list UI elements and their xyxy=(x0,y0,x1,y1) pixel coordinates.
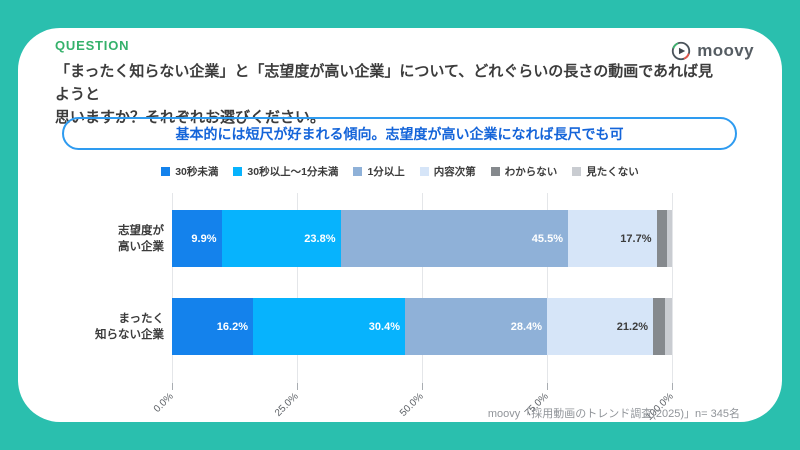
bar-segment: 45.5% xyxy=(340,210,568,267)
question-line-1: 「まったく知らない企業」と「志望度が高い企業」について、どれぐらいの長さの動画で… xyxy=(55,63,714,103)
legend-label: わからない xyxy=(504,166,558,178)
legend-item: 内容次第 xyxy=(419,164,476,179)
category-label: 志望度が 高い企業 xyxy=(18,210,164,267)
legend-swatch-icon xyxy=(233,167,243,176)
gridline xyxy=(672,193,673,383)
legend-label: 内容次第 xyxy=(433,166,476,178)
stacked-bar-chart: 9.9% 23.8% 45.5% 17.7% 16.2% 30.4% 28.4% 21.2% … xyxy=(18,185,782,423)
legend-item: 30秒以上～1分未満 xyxy=(233,164,338,179)
insight-callout: 基本的には短尺が好まれる傾向。志望度が高い企業になれば長尺でも可 xyxy=(62,117,737,150)
segment-value-label: 16.2% xyxy=(216,320,248,333)
chart-legend: 30秒未満 30秒以上～1分未満 1分以上 内容次第 わからない 見たくない xyxy=(18,164,782,179)
bar-segment: 9.9% xyxy=(172,210,222,267)
segment-value-label: 9.9% xyxy=(191,232,217,245)
legend-swatch-icon xyxy=(490,167,500,176)
x-tick-label: 50.0% xyxy=(397,391,426,419)
legend-item: 30秒未満 xyxy=(161,164,218,179)
gridline xyxy=(547,193,548,383)
legend-swatch-icon xyxy=(419,167,429,176)
source-note: moovy「採用動画のトレンド調査(2025)」n= 345名 xyxy=(487,408,740,420)
logo-wordmark: moovy xyxy=(697,41,754,60)
slide-card: moovy QUESTION 「まったく知らない企業」と「志望度が高い企業」につ… xyxy=(18,28,782,423)
x-tick-label: 0.0% xyxy=(151,391,176,415)
bar-segment: 16.2% xyxy=(172,298,253,355)
plot-area: 9.9% 23.8% 45.5% 17.7% 16.2% 30.4% 28.4% 21.2% xyxy=(172,193,673,390)
bar-segment: 28.4% xyxy=(405,298,547,355)
gridline xyxy=(172,193,173,383)
bar-segment: 23.8% xyxy=(221,210,341,267)
bar-segment xyxy=(665,298,672,355)
segment-value-label: 21.2% xyxy=(616,320,648,333)
x-axis-tick xyxy=(297,383,298,390)
legend-item: 見たくない xyxy=(572,164,639,179)
moovy-logo: moovy xyxy=(670,40,754,62)
segment-value-label: 45.5% xyxy=(531,232,563,245)
segment-value-label: 17.7% xyxy=(620,232,652,245)
legend-label: 1分以上 xyxy=(367,166,405,178)
bar-segment: 21.2% xyxy=(547,298,653,355)
gridline xyxy=(422,193,423,383)
x-tick-label: 25.0% xyxy=(272,391,301,419)
legend-label: 見たくない xyxy=(586,166,639,178)
category-label-line: 志望度が xyxy=(118,224,164,237)
legend-swatch-icon xyxy=(353,167,363,176)
legend-swatch-icon xyxy=(572,167,582,176)
legend-label: 30秒以上～1分未満 xyxy=(247,166,339,178)
category-label-line: まったく xyxy=(118,312,164,325)
category-label-line: 知らない企業 xyxy=(95,328,164,341)
segment-value-label: 23.8% xyxy=(304,232,336,245)
bar-segment: 17.7% xyxy=(568,210,657,267)
segment-value-label: 28.4% xyxy=(510,320,542,333)
insight-callout-text: 基本的には短尺が好まれる傾向。志望度が高い企業になれば長尺でも可 xyxy=(175,125,624,142)
segment-value-label: 30.4% xyxy=(368,320,400,333)
x-axis-tick xyxy=(547,383,548,390)
question-eyebrow: QUESTION xyxy=(55,38,130,53)
legend-item: わからない xyxy=(490,164,558,179)
gridline xyxy=(297,193,298,383)
stacked-bar-row: 16.2% 30.4% 28.4% 21.2% xyxy=(172,298,672,355)
x-axis-tick xyxy=(172,383,173,390)
bar-segment xyxy=(653,298,665,355)
stacked-bar-row: 9.9% 23.8% 45.5% 17.7% xyxy=(172,210,672,267)
legend-item: 1分以上 xyxy=(353,164,405,179)
x-axis-tick xyxy=(672,383,673,390)
legend-label: 30秒未満 xyxy=(175,166,219,178)
x-axis-tick xyxy=(422,383,423,390)
category-label: まったく知らない企業 xyxy=(18,298,164,355)
bar-segment xyxy=(656,210,667,267)
play-circle-icon xyxy=(672,41,691,61)
bar-segment: 30.4% xyxy=(253,298,405,355)
category-label-line: 高い企業 xyxy=(118,240,164,253)
legend-swatch-icon xyxy=(161,167,171,176)
question-text: 「まったく知らない企業」と「志望度が高い企業」について、どれぐらいの長さの動画で… xyxy=(55,60,715,129)
bar-segment xyxy=(666,210,672,267)
